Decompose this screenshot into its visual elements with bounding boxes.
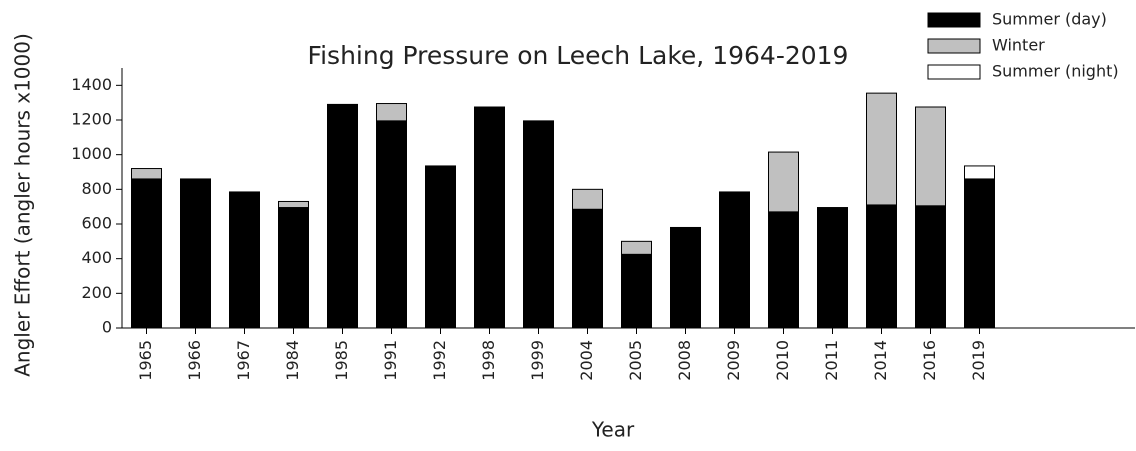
bar-segment — [670, 226, 701, 329]
x-tick-label: 2019 — [969, 340, 988, 381]
x-tick-label: 1999 — [528, 340, 547, 381]
bar-segment — [915, 106, 946, 207]
x-tick-label: 2008 — [675, 340, 694, 381]
x-axis-label: Year — [591, 418, 635, 442]
bar-segment — [621, 240, 652, 255]
y-tick-label: 200 — [81, 283, 112, 302]
bar-segment — [327, 103, 358, 329]
x-tick-label: 2005 — [626, 340, 645, 381]
bar-segment — [131, 168, 162, 180]
x-tick-label: 1998 — [479, 340, 498, 381]
x-tick-label: 1991 — [381, 340, 400, 381]
x-tick-label: 1965 — [136, 340, 155, 381]
x-tick-label: 2010 — [773, 340, 792, 381]
bar-segment — [229, 191, 260, 329]
y-tick-label: 1000 — [71, 144, 112, 163]
x-tick-label: 1966 — [185, 340, 204, 381]
x-tick-label: 2011 — [822, 340, 841, 381]
legend-label: Summer (day) — [992, 10, 1107, 29]
bar-segment — [180, 178, 211, 329]
x-tick-label: 2016 — [920, 340, 939, 381]
bar-segment — [866, 92, 897, 206]
legend-swatch — [927, 12, 981, 28]
bar-segment — [572, 208, 603, 329]
x-tick-label: 1985 — [332, 340, 351, 381]
bar-segment — [768, 211, 799, 329]
y-tick-label: 400 — [81, 248, 112, 267]
y-axis-label: Angler Effort (angler hours x1000) — [11, 33, 35, 377]
chart-title: Fishing Pressure on Leech Lake, 1964-201… — [308, 41, 849, 70]
x-tick-label: 1967 — [234, 340, 253, 381]
bar-segment — [278, 200, 309, 209]
y-tick-label: 800 — [81, 179, 112, 198]
y-tick-label: 1400 — [71, 75, 112, 94]
bar-segment — [915, 205, 946, 329]
legend-label: Summer (night) — [992, 62, 1119, 81]
x-tick-label: 1984 — [283, 340, 302, 381]
bar-segment — [376, 103, 407, 122]
legend-swatch — [927, 64, 981, 80]
bar-segment — [474, 106, 505, 329]
y-tick-label: 0 — [102, 318, 112, 337]
bar-segment — [964, 165, 995, 180]
bar-segment — [523, 120, 554, 329]
bar-segment — [278, 207, 309, 329]
bar-segment — [376, 120, 407, 329]
bar-segment — [621, 253, 652, 329]
x-tick-label: 2004 — [577, 340, 596, 381]
y-tick-label: 1200 — [71, 110, 112, 129]
x-tick-label: 2014 — [871, 340, 890, 381]
bar-segment — [964, 178, 995, 329]
legend-label: Winter — [992, 36, 1045, 55]
bar-segment — [817, 207, 848, 329]
bar-segment — [768, 151, 799, 213]
bar-segment — [131, 178, 162, 329]
x-tick-label: 1992 — [430, 340, 449, 381]
bar-segment — [572, 188, 603, 210]
bar-segment — [425, 165, 456, 329]
y-tick-label: 600 — [81, 214, 112, 233]
legend-swatch — [927, 38, 981, 54]
x-tick-label: 2009 — [724, 340, 743, 381]
bar-segment — [866, 204, 897, 329]
bar-segment — [719, 191, 750, 329]
